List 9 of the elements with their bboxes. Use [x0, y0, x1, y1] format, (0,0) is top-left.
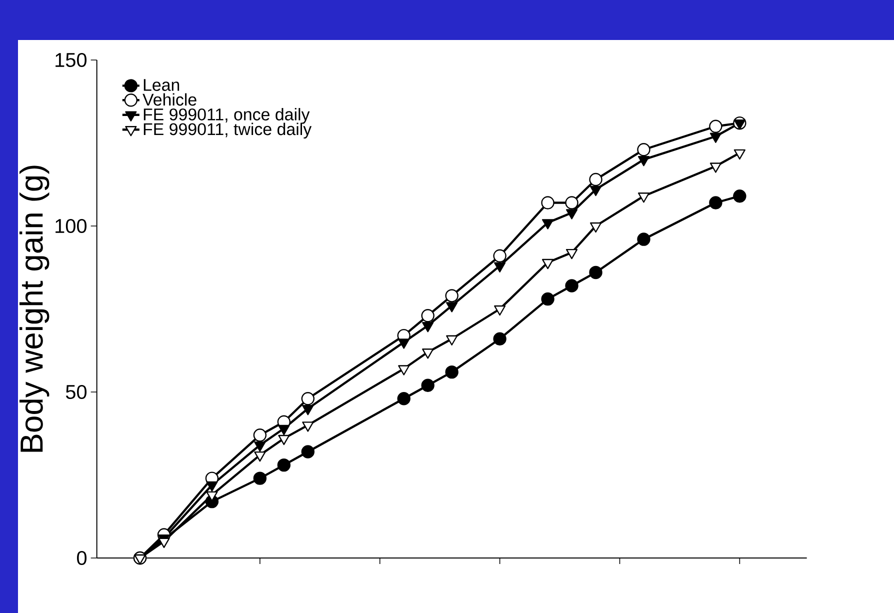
- legend-label: Vehicle: [142, 93, 196, 106]
- y-tick-label: 150: [56, 52, 87, 68]
- y-axis-title: Body weight gain (g): [20, 166, 50, 452]
- y-tick-label: 100: [56, 218, 87, 234]
- y-tick-label: 50: [66, 384, 87, 400]
- legend-label: Lean: [144, 79, 180, 91]
- legend-label: FE 999011, twice daily: [144, 122, 312, 139]
- y-tick-label: 0: [77, 550, 87, 566]
- legend-label: FE 999011, once daily: [144, 108, 310, 124]
